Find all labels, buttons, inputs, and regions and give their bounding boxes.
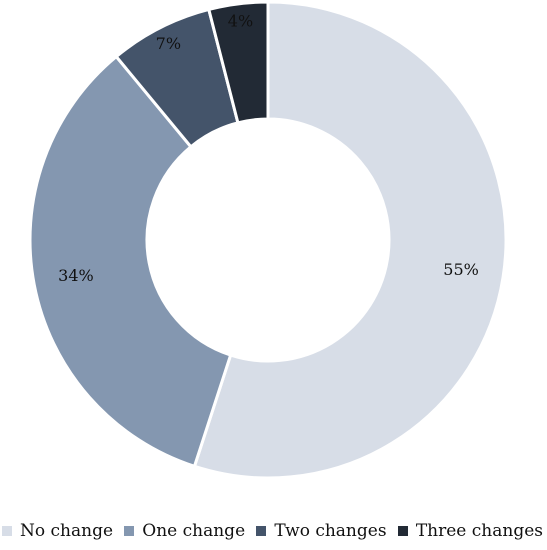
legend-item-three-changes: Three changes <box>397 520 543 541</box>
slice-one-change <box>28 54 233 469</box>
legend-label-no-change: No change <box>20 520 114 541</box>
slices-group <box>28 0 508 480</box>
slice-label-three-changes: 4% <box>228 12 253 31</box>
legend-label-one-change: One change <box>142 520 246 541</box>
slice-labels-group: 55% 34% 7% 4% <box>58 12 479 285</box>
legend-item-one-change: One change <box>124 520 246 541</box>
legend-swatch-three-changes <box>397 526 408 536</box>
slice-three-changes <box>206 0 270 125</box>
slice-label-one-change: 34% <box>58 266 94 285</box>
slice-no-change <box>192 0 508 480</box>
slice-label-no-change: 55% <box>443 260 479 279</box>
legend-item-two-changes: Two changes <box>256 520 387 541</box>
donut-chart: 55% 34% 7% 4% <box>28 0 508 480</box>
slice-label-two-changes: 7% <box>156 34 181 53</box>
legend: No change One change Two changes Three c… <box>0 518 547 544</box>
legend-item-no-change: No change <box>2 520 114 541</box>
legend-swatch-one-change <box>124 526 135 536</box>
legend-swatch-no-change <box>2 526 12 536</box>
legend-label-three-changes: Three changes <box>415 520 543 541</box>
legend-swatch-two-changes <box>256 526 267 536</box>
legend-label-two-changes: Two changes <box>274 520 387 541</box>
